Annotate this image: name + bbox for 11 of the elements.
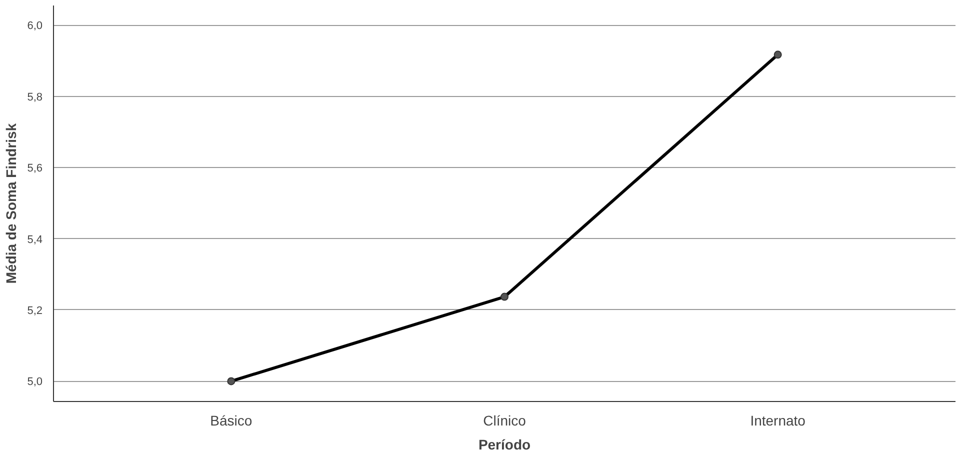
y-tick-label: 6,0 xyxy=(27,20,43,32)
y-tick-label: 5,6 xyxy=(27,162,43,175)
x-tick-label: Clínico xyxy=(483,412,526,428)
x-tick-label: Básico xyxy=(210,412,252,428)
x-tick-label: Internato xyxy=(750,412,806,428)
y-axis-title: Média de Soma Findrisk xyxy=(3,123,20,284)
x-axis-title: Período xyxy=(478,436,531,452)
y-tick-label: 5,0 xyxy=(27,376,43,388)
y-tick-label: 5,2 xyxy=(27,304,43,317)
y-tick-label: 5,8 xyxy=(27,91,43,104)
y-tick-label: 5,4 xyxy=(27,234,43,246)
